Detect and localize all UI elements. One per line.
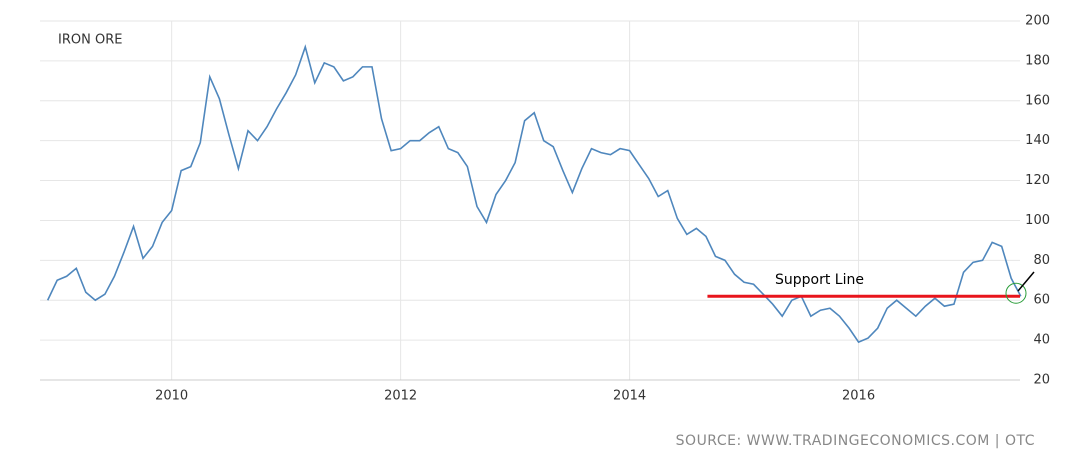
y-tick-label: 120 bbox=[1025, 173, 1050, 188]
pointer-arrow bbox=[1017, 271, 1035, 292]
support-line-label: Support Line bbox=[775, 272, 864, 288]
y-tick-label: 80 bbox=[1033, 253, 1050, 268]
source-note: SOURCE: WWW.TRADINGECONOMICS.COM | OTC bbox=[676, 433, 1035, 449]
data-line bbox=[46, 44, 1022, 344]
highlight-circle bbox=[1005, 282, 1027, 304]
y-tick-label: 40 bbox=[1033, 333, 1050, 348]
y-tick-label: 20 bbox=[1033, 373, 1050, 388]
x-tick-label: 2010 bbox=[155, 389, 188, 404]
y-tick-label: 100 bbox=[1025, 213, 1050, 228]
x-tick-label: 2014 bbox=[613, 389, 646, 404]
chart-title: IRON ORE bbox=[58, 33, 122, 48]
x-tick-label: 2016 bbox=[842, 389, 875, 404]
x-tick-label: 2012 bbox=[384, 389, 417, 404]
y-tick-label: 60 bbox=[1033, 293, 1050, 308]
y-tick-label: 160 bbox=[1025, 93, 1050, 108]
y-tick-label: 140 bbox=[1025, 133, 1050, 148]
y-tick-label: 200 bbox=[1025, 14, 1050, 29]
y-tick-label: 180 bbox=[1025, 53, 1050, 68]
